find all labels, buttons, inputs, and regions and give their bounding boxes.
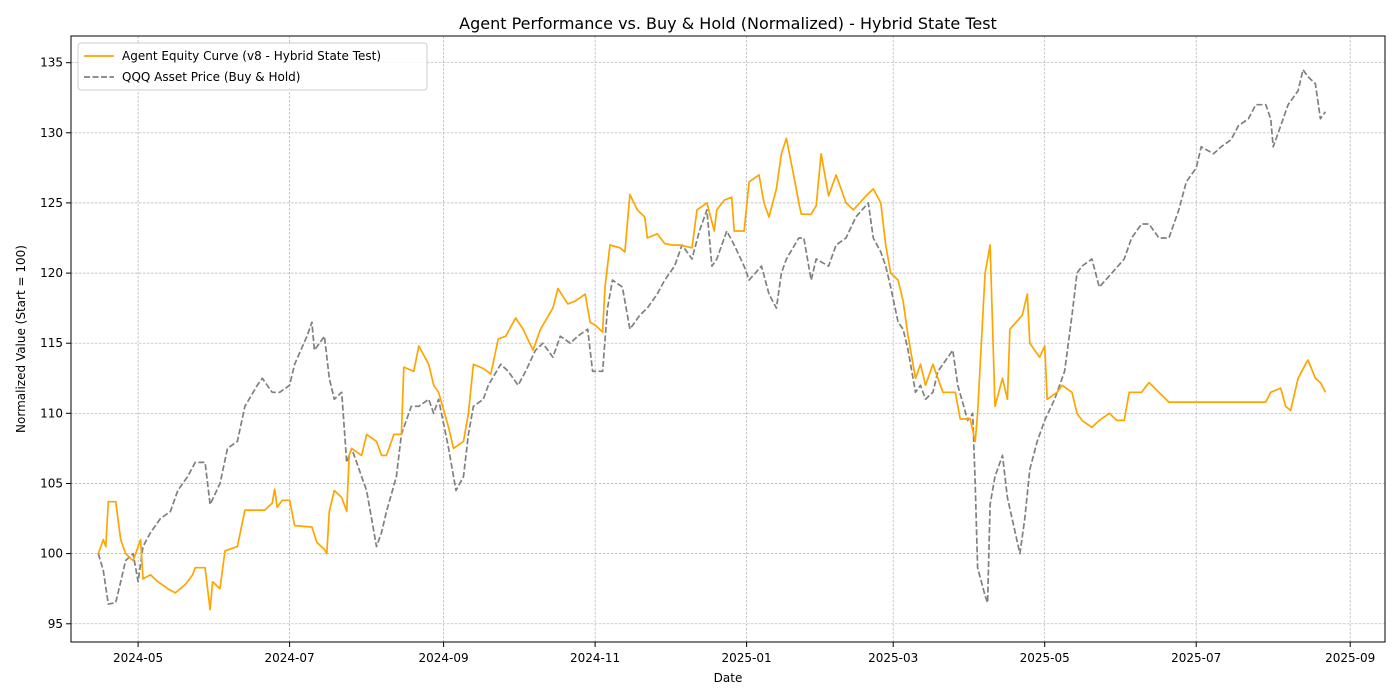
legend-label-agent: Agent Equity Curve (v8 - Hybrid State Te…: [122, 49, 381, 63]
series-line-qqq-price: [98, 70, 1325, 604]
y-tick-label: 120: [40, 266, 63, 280]
x-tick-label: 2025-05: [1020, 651, 1070, 665]
x-tick-label: 2025-07: [1171, 651, 1221, 665]
legend: Agent Equity Curve (v8 - Hybrid State Te…: [78, 43, 427, 90]
x-tick-label: 2025-09: [1325, 651, 1375, 665]
chart-title: Agent Performance vs. Buy & Hold (Normal…: [459, 14, 997, 33]
x-tick-label: 2025-01: [722, 651, 772, 665]
x-tick-label: 2024-05: [113, 651, 163, 665]
x-axis: 2024-05 2024-07 2024-09 2024-11 2025-01 2025-…: [113, 642, 1375, 665]
y-tick-label: 130: [40, 126, 63, 140]
x-tick-label: 2024-11: [570, 651, 620, 665]
series-layer: [98, 70, 1325, 610]
grid: [71, 36, 1385, 642]
series-line-agent-equity: [98, 138, 1325, 609]
y-tick-label: 135: [40, 56, 63, 70]
plot-frame: [71, 36, 1385, 642]
y-axis-label: Normalized Value (Start = 100): [14, 245, 28, 433]
y-tick-label: 95: [48, 617, 63, 631]
x-tick-label: 2025-03: [868, 651, 918, 665]
x-tick-label: 2024-09: [419, 651, 469, 665]
y-axis: 95 100 105 110 115 120 125 130 135: [40, 56, 71, 631]
y-tick-label: 125: [40, 196, 63, 210]
x-tick-label: 2024-07: [265, 651, 315, 665]
y-tick-label: 100: [40, 547, 63, 561]
legend-label-qqq: QQQ Asset Price (Buy & Hold): [122, 70, 300, 84]
y-tick-label: 115: [40, 336, 63, 350]
y-tick-label: 110: [40, 406, 63, 420]
x-axis-label: Date: [714, 671, 743, 685]
y-tick-label: 105: [40, 477, 63, 491]
